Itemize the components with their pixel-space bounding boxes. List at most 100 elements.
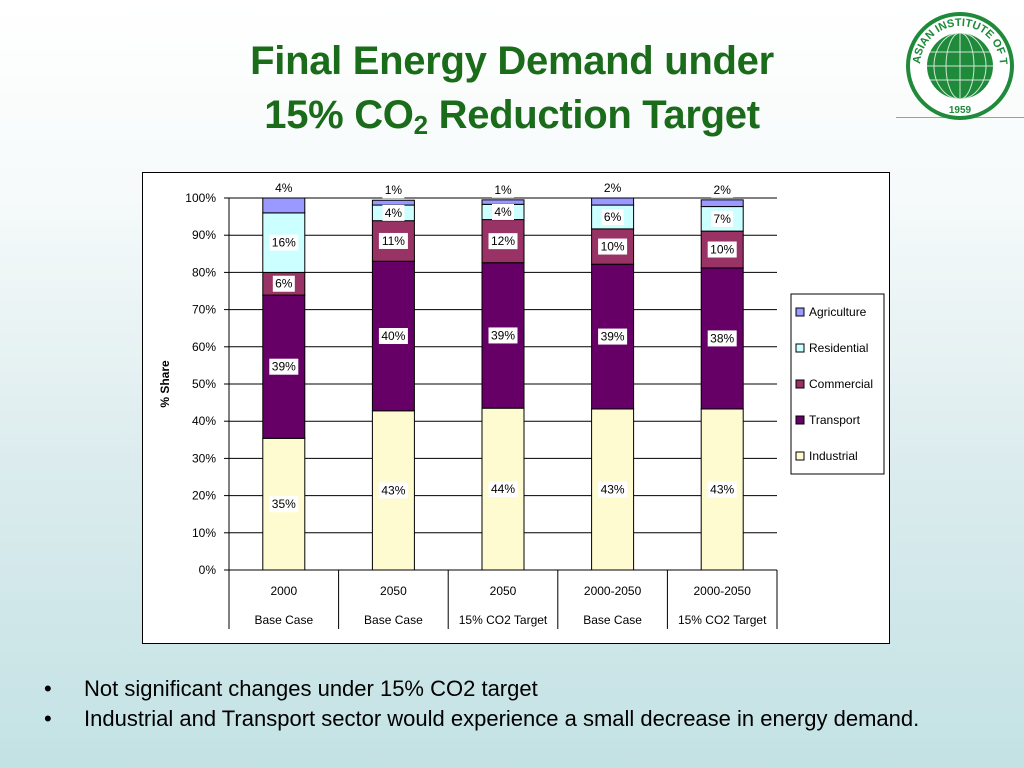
chart-frame: 0% 10% 20% 30% 40% 50% 60% 70% 80% 90% 100% % Share… — [142, 172, 890, 644]
data-label-bg — [707, 481, 737, 498]
data-label: 35% — [272, 497, 296, 511]
data-label: 12% — [491, 234, 515, 248]
data-label-bg — [601, 208, 624, 225]
bullet-item-2: • Industrial and Transport sector would … — [44, 704, 984, 734]
legend-label-industrial: Industrial — [809, 449, 858, 463]
data-label-bg — [598, 328, 628, 345]
bullet-item-1: • Not significant changes under 15% CO2 … — [44, 674, 984, 704]
data-label: 10% — [601, 240, 625, 254]
legend-label-residential: Residential — [809, 341, 868, 355]
data-label: 44% — [491, 482, 515, 496]
logo-year: 1959 — [949, 105, 972, 116]
data-label-bg — [598, 238, 628, 255]
data-label-bg — [378, 232, 408, 249]
data-label: 7% — [714, 212, 732, 226]
y-tick-label: 50% — [192, 377, 216, 391]
legend-label-commercial: Commercial — [809, 377, 873, 391]
data-label-bg — [382, 182, 405, 199]
data-label: 39% — [601, 330, 625, 344]
data-label: 10% — [710, 243, 734, 257]
data-label-bg — [707, 330, 737, 347]
title-line-2: 15% CO2 Reduction Target — [150, 88, 874, 142]
y-tick-label: 60% — [192, 340, 216, 354]
data-label-bg — [269, 234, 299, 251]
data-label-bg — [488, 233, 518, 250]
data-label: 4% — [494, 205, 512, 219]
x-category-label: 2000-2050 — [584, 584, 642, 598]
data-label-bg — [378, 328, 408, 345]
x-category-label: 2000 — [270, 584, 297, 598]
bullet-list: • Not significant changes under 15% CO2 … — [44, 674, 984, 734]
stacked-bar-chart: 0% 10% 20% 30% 40% 50% 60% 70% 80% 90% 100% % Share… — [158, 180, 885, 629]
bar-agriculture — [591, 197, 635, 206]
data-label: 38% — [710, 331, 734, 345]
data-label-bg — [272, 275, 295, 292]
y-tick-label: 10% — [192, 526, 216, 540]
bar-agriculture — [262, 197, 306, 214]
bar-agriculture — [371, 199, 415, 206]
data-label-bg — [488, 327, 518, 344]
legend-swatch-industrial — [795, 451, 805, 461]
data-label: 43% — [710, 482, 734, 496]
data-label: 39% — [491, 328, 515, 342]
y-tick-label: 20% — [192, 489, 216, 503]
title-line-1: Final Energy Demand under — [250, 39, 774, 83]
data-label-bg — [269, 496, 299, 513]
data-label: 1% — [385, 183, 403, 197]
y-tick-label: 100% — [185, 191, 216, 205]
data-label-bg — [269, 358, 299, 375]
data-label: 11% — [382, 234, 405, 248]
title-line-2-suffix: Reduction Target — [427, 93, 760, 137]
bullet-marker: • — [44, 706, 52, 731]
ait-logo: ASIAN INSTITUTE OF TECHNOLOGY 1959 — [904, 10, 1014, 120]
data-label: 4% — [385, 206, 403, 220]
x-group-label: Base Case — [254, 613, 313, 627]
data-label-bg — [601, 180, 624, 196]
data-label: 16% — [272, 236, 296, 250]
data-label: 1% — [494, 183, 512, 197]
data-label: 39% — [272, 360, 296, 374]
legend-label-transport: Transport — [809, 413, 861, 427]
bar-agriculture — [481, 199, 525, 205]
data-label-bg — [707, 241, 737, 258]
data-label-bg — [492, 181, 514, 198]
x-group-label: Base Case — [364, 613, 423, 627]
y-tick-label: 80% — [192, 265, 216, 279]
bullet-marker: • — [44, 676, 52, 701]
bullet-text: Not significant changes under 15% CO2 ta… — [84, 676, 538, 701]
y-tick-label: 70% — [192, 303, 216, 317]
x-category-label: 2050 — [380, 584, 407, 598]
data-label: 43% — [601, 482, 625, 496]
legend-label-agriculture: Agriculture — [809, 305, 867, 319]
x-group-label: 15% CO2 Target — [459, 613, 548, 627]
y-tick-label: 0% — [199, 563, 217, 577]
legend-swatch-transport — [795, 415, 805, 425]
data-label-bg — [711, 210, 734, 227]
x-category-label: 2050 — [490, 584, 517, 598]
data-label-bg — [598, 481, 628, 498]
data-label: 2% — [604, 181, 622, 195]
bar-agriculture — [700, 199, 744, 208]
bullet-text: Industrial and Transport sector would ex… — [84, 706, 920, 731]
y-tick-label: 90% — [192, 228, 216, 242]
x-group-label: Base Case — [583, 613, 642, 627]
data-label: 4% — [275, 181, 293, 195]
y-axis-title: % Share — [158, 360, 172, 408]
data-label: 43% — [381, 483, 405, 497]
x-group-label: 15% CO2 Target — [678, 613, 767, 627]
data-label-bg — [382, 204, 405, 221]
data-label: 40% — [381, 329, 405, 343]
slide-title: Final Energy Demand under 15% CO2 Reduct… — [150, 34, 874, 142]
title-line-2-prefix: 15% CO — [264, 93, 414, 137]
legend-swatch-residential — [795, 343, 805, 353]
x-category-label: 2000-2050 — [694, 584, 752, 598]
legend-swatch-agriculture — [795, 307, 805, 317]
y-tick-label: 30% — [192, 451, 216, 465]
legend-box — [790, 293, 885, 475]
legend-swatch-commercial — [795, 379, 805, 389]
data-label: 6% — [604, 210, 622, 224]
data-label-bg — [488, 481, 518, 498]
data-label-bg — [711, 181, 734, 198]
data-label: 2% — [714, 183, 732, 197]
data-label-bg — [272, 180, 295, 196]
